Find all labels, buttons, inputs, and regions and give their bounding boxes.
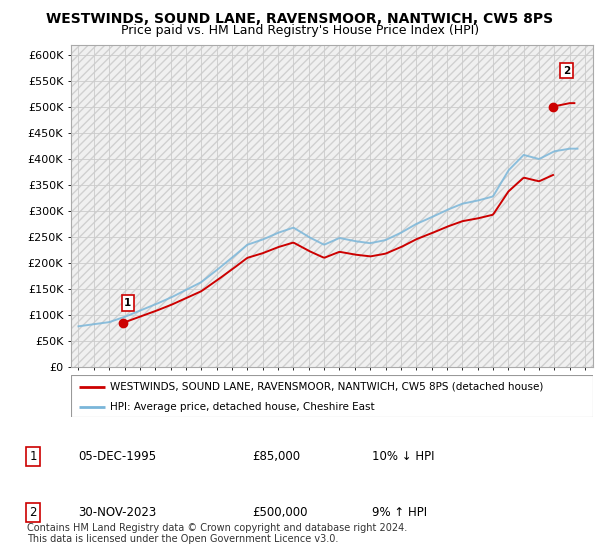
Text: £500,000: £500,000 — [252, 506, 308, 519]
Text: 2: 2 — [563, 66, 571, 76]
Text: Price paid vs. HM Land Registry's House Price Index (HPI): Price paid vs. HM Land Registry's House … — [121, 24, 479, 36]
Text: 2: 2 — [29, 506, 37, 519]
Text: HPI: Average price, detached house, Cheshire East: HPI: Average price, detached house, Ches… — [110, 402, 374, 412]
Text: WESTWINDS, SOUND LANE, RAVENSMOOR, NANTWICH, CW5 8PS (detached house): WESTWINDS, SOUND LANE, RAVENSMOOR, NANTW… — [110, 382, 544, 392]
Text: £85,000: £85,000 — [252, 450, 300, 463]
Text: 1: 1 — [29, 450, 37, 463]
Text: Contains HM Land Registry data © Crown copyright and database right 2024.
This d: Contains HM Land Registry data © Crown c… — [27, 522, 407, 544]
Bar — [71, 45, 593, 367]
Text: 05-DEC-1995: 05-DEC-1995 — [78, 450, 156, 463]
Text: 1: 1 — [124, 298, 131, 308]
Text: WESTWINDS, SOUND LANE, RAVENSMOOR, NANTWICH, CW5 8PS: WESTWINDS, SOUND LANE, RAVENSMOOR, NANTW… — [46, 12, 554, 26]
Text: 30-NOV-2023: 30-NOV-2023 — [78, 506, 156, 519]
Text: 10% ↓ HPI: 10% ↓ HPI — [372, 450, 434, 463]
Text: 9% ↑ HPI: 9% ↑ HPI — [372, 506, 427, 519]
